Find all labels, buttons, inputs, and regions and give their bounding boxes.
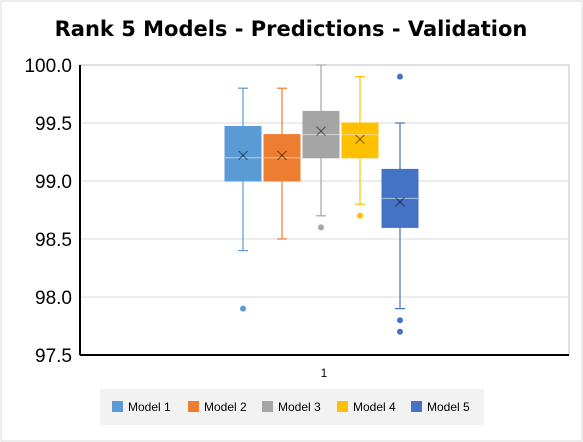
outlier-point [318, 224, 324, 231]
legend-swatch [262, 401, 273, 412]
outlier-point [240, 305, 246, 312]
legend-label: Model 1 [128, 400, 171, 414]
mean-marker [395, 196, 405, 207]
legend-label: Model 3 [278, 400, 321, 414]
legend-item: Model 4 [337, 400, 396, 414]
legend-item: Model 5 [411, 400, 470, 414]
legend-swatch [188, 401, 199, 412]
mean-marker [277, 150, 287, 161]
mean-marker [355, 134, 365, 145]
x-category-label: 1 [321, 366, 328, 380]
legend-label: Model 2 [204, 400, 247, 414]
legend-label: Model 5 [427, 400, 470, 414]
y-tick-label: 97.5 [35, 346, 72, 367]
box-series-2 [263, 87, 301, 240]
legend-label: Model 4 [353, 400, 396, 414]
legend-item: Model 2 [188, 400, 247, 414]
mean-marker [238, 150, 248, 161]
legend: Model 1 Model 2 Model 3 Model 4 Model 5 [100, 389, 484, 425]
y-tick-label: 98.5 [35, 230, 72, 251]
outlier-point [397, 328, 403, 335]
y-tick-label: 99.5 [35, 114, 72, 135]
outlier-point [397, 73, 403, 80]
y-tick-label: 100.0 [24, 56, 72, 77]
box-series-4 [341, 75, 379, 219]
legend-swatch [112, 401, 123, 412]
outlier-point [357, 212, 363, 219]
legend-item: Model 1 [112, 400, 171, 414]
box [341, 122, 379, 159]
outlier-point [397, 317, 403, 324]
legend-swatch [337, 401, 348, 412]
legend-item: Model 3 [262, 400, 321, 414]
mean-marker [316, 126, 326, 137]
y-tick-label: 98.0 [35, 288, 72, 309]
mean-marker [355, 134, 365, 145]
y-tick-label: 99.0 [35, 172, 72, 193]
chart-title: Rank 5 Models - Predictions - Validation [55, 17, 528, 41]
mean-marker [395, 196, 405, 207]
box [224, 125, 262, 182]
box-series-5 [381, 73, 419, 335]
mean-marker [238, 150, 248, 161]
mean-marker [316, 126, 326, 137]
box-series-3 [302, 64, 340, 231]
legend-swatch [411, 401, 422, 412]
mean-marker [277, 150, 287, 161]
plot-area: 97.5 98.0 98.5 99.0 99.5 100.0 1 [24, 56, 570, 380]
box-series-1 [224, 87, 262, 312]
